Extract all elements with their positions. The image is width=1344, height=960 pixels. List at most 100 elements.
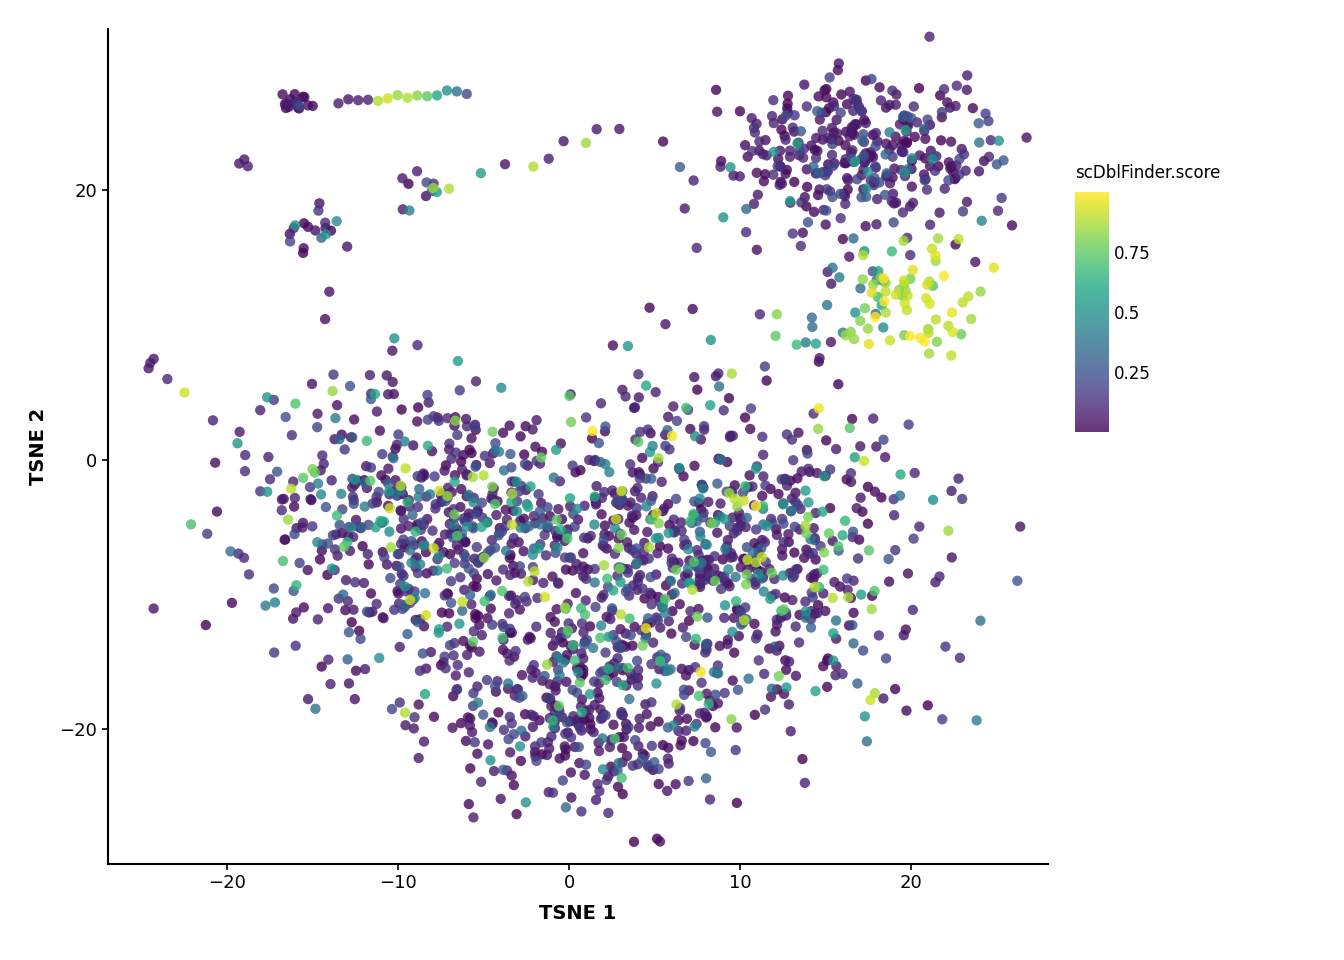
Point <box>503 531 524 546</box>
Point <box>689 576 711 591</box>
Point <box>487 674 508 689</box>
Point <box>371 468 392 483</box>
Point <box>919 29 941 44</box>
Point <box>784 545 805 561</box>
Point <box>716 539 738 554</box>
Point <box>499 653 520 668</box>
Point <box>684 510 706 525</box>
Point <box>816 203 837 218</box>
Point <box>864 584 886 599</box>
Point <box>499 621 520 636</box>
Point <box>429 535 450 550</box>
Point <box>227 436 249 451</box>
Point <box>737 510 758 525</box>
Point <box>711 154 732 169</box>
Point <box>930 87 952 103</box>
Point <box>508 690 530 706</box>
Point <box>825 112 847 128</box>
Point <box>461 445 482 461</box>
Point <box>898 116 919 132</box>
Point <box>438 606 460 621</box>
Point <box>641 512 663 527</box>
Point <box>781 504 802 519</box>
Point <box>554 600 575 615</box>
Point <box>341 480 363 495</box>
Point <box>411 534 433 549</box>
Point <box>495 518 516 534</box>
Point <box>327 548 348 564</box>
Point <box>140 355 161 371</box>
Point <box>578 452 599 468</box>
Point <box>617 338 638 353</box>
Point <box>843 524 864 540</box>
Point <box>263 645 285 660</box>
Point <box>560 550 582 565</box>
Point <box>775 162 797 178</box>
Point <box>702 698 723 713</box>
Point <box>449 383 470 398</box>
Point <box>695 560 716 575</box>
Point <box>501 625 523 640</box>
Point <box>852 181 874 197</box>
Point <box>482 445 504 461</box>
Point <box>503 503 524 518</box>
Point <box>477 566 499 582</box>
Point <box>882 137 903 153</box>
Point <box>496 512 517 527</box>
Point <box>446 427 468 443</box>
Point <box>570 562 591 577</box>
Point <box>634 631 656 646</box>
Point <box>633 544 655 560</box>
Point <box>304 465 325 480</box>
Point <box>423 540 445 556</box>
Point <box>805 552 827 567</box>
Point <box>818 70 840 85</box>
Point <box>707 525 728 540</box>
Point <box>775 427 797 443</box>
Point <box>599 612 621 627</box>
Point <box>754 702 775 717</box>
Point <box>745 461 766 476</box>
Point <box>560 415 582 430</box>
Point <box>524 744 546 759</box>
Point <box>453 634 474 649</box>
Point <box>804 142 825 157</box>
Point <box>645 384 667 399</box>
Point <box>902 602 923 617</box>
Point <box>789 522 810 538</box>
Point <box>468 695 489 710</box>
Point <box>646 650 668 665</box>
Point <box>840 590 862 606</box>
Point <box>929 569 950 585</box>
Point <box>204 455 226 470</box>
Point <box>655 650 676 665</box>
Point <box>573 666 594 682</box>
Point <box>628 367 649 382</box>
Point <box>894 327 915 343</box>
Point <box>360 460 382 475</box>
Point <box>276 101 297 116</box>
Point <box>544 714 566 730</box>
Point <box>450 454 472 469</box>
Point <box>732 485 754 500</box>
Point <box>770 158 792 174</box>
Point <box>892 233 914 249</box>
Point <box>856 180 878 196</box>
Point <box>445 668 466 684</box>
Point <box>378 498 399 514</box>
Point <box>391 171 413 186</box>
Point <box>575 135 597 151</box>
Point <box>773 686 794 702</box>
Point <box>306 406 328 421</box>
Point <box>617 562 638 577</box>
Point <box>297 98 319 113</box>
Point <box>499 606 520 621</box>
Point <box>630 490 652 505</box>
Point <box>812 164 833 180</box>
Point <box>456 86 477 102</box>
Point <box>628 678 649 693</box>
Point <box>812 123 833 138</box>
Point <box>540 610 562 625</box>
Point <box>461 431 482 446</box>
Point <box>511 667 532 683</box>
